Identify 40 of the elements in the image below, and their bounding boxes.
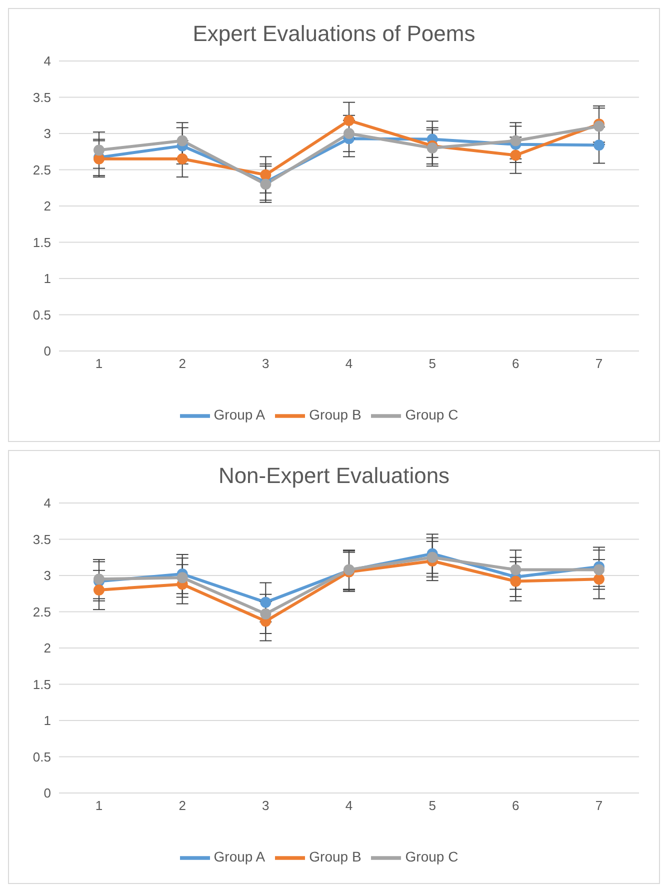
y-tick-label: 2.5: [32, 604, 51, 620]
chart-title: Non-Expert Evaluations: [217, 462, 451, 490]
y-tick-label: 1.5: [32, 676, 51, 692]
y-tick-label: 4: [44, 496, 51, 511]
chart-title: Expert Evaluations of Poems: [192, 20, 476, 48]
x-tick-label: 3: [262, 798, 270, 814]
x-tick-label: 7: [595, 798, 603, 814]
y-tick-label: 4: [44, 54, 51, 69]
y-tick-label: 0.5: [32, 307, 51, 322]
legend-label: Group C: [405, 848, 458, 865]
y-tick-label: 0.5: [32, 749, 51, 764]
x-tick-label: 6: [512, 798, 520, 814]
y-tick-label: 1: [44, 271, 51, 286]
x-tick-label: 7: [595, 356, 603, 372]
x-tick-label: 4: [345, 356, 353, 372]
legend-label: Group A: [214, 406, 266, 423]
x-tick-label: 2: [178, 356, 186, 372]
y-tick-label: 3: [44, 568, 51, 584]
legend-label: Group A: [214, 848, 266, 865]
x-tick-label: 5: [428, 798, 436, 814]
y-tick-label: 3.5: [32, 532, 51, 547]
legend-label: Group B: [309, 848, 362, 865]
x-tick-label: 1: [95, 356, 103, 372]
x-tick-label: 4: [345, 798, 353, 814]
legend-label: Group C: [405, 406, 458, 423]
y-tick-label: 2.5: [32, 162, 51, 178]
y-tick-label: 3: [44, 126, 51, 142]
y-tick-label: 3.5: [32, 90, 51, 105]
y-tick-label: 0: [44, 786, 51, 801]
legend-label: Group B: [309, 406, 362, 423]
x-tick-label: 1: [95, 798, 103, 814]
y-tick-label: 1: [44, 713, 51, 728]
x-tick-label: 2: [178, 798, 186, 814]
y-tick-label: 0: [44, 344, 51, 359]
x-tick-label: 5: [428, 356, 436, 372]
y-tick-label: 2: [44, 640, 51, 656]
x-tick-label: 6: [512, 356, 520, 372]
y-tick-label: 2: [44, 198, 51, 214]
x-tick-label: 3: [262, 356, 270, 372]
y-tick-label: 1.5: [32, 234, 51, 250]
